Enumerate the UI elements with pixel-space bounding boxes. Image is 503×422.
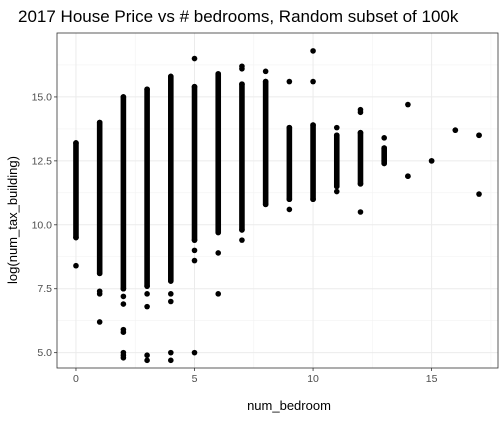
data-point	[144, 291, 150, 297]
data-point	[120, 354, 127, 361]
data-point	[239, 81, 245, 87]
data-point	[286, 206, 293, 213]
y-tick-label: 12.5	[32, 155, 53, 167]
data-point	[191, 349, 198, 356]
data-point	[239, 237, 245, 243]
data-point	[310, 196, 316, 203]
data-point	[286, 124, 293, 131]
data-point	[452, 127, 459, 133]
data-point	[191, 237, 198, 243]
data-point	[310, 78, 316, 85]
y-tick-label: 7.5	[37, 283, 52, 295]
data-point	[73, 262, 79, 269]
data-point	[476, 191, 482, 197]
data-point	[120, 301, 127, 307]
data-point	[333, 183, 340, 190]
data-point	[476, 132, 482, 139]
data-point	[310, 48, 316, 54]
data-point	[73, 234, 79, 241]
data-point	[96, 319, 103, 325]
data-point	[215, 250, 222, 256]
data-point	[357, 129, 364, 136]
chart-title: 2017 House Price vs # bedrooms, Random s…	[18, 7, 459, 26]
data-point	[286, 196, 293, 203]
data-point	[357, 181, 364, 187]
data-point	[239, 66, 245, 72]
y-tick-label: 5.0	[37, 347, 52, 359]
data-point	[191, 257, 198, 264]
data-point	[381, 158, 387, 164]
data-point	[144, 86, 150, 93]
x-tick-label: 15	[426, 373, 438, 385]
data-point	[144, 283, 150, 289]
x-tick-label: 0	[73, 373, 79, 385]
data-point	[310, 122, 316, 128]
data-point	[333, 124, 340, 131]
data-point	[215, 229, 222, 236]
data-point	[405, 101, 411, 108]
data-point	[333, 132, 340, 139]
data-point	[168, 349, 174, 356]
data-point	[96, 270, 103, 277]
data-point	[381, 145, 387, 151]
y-tick-label: 15.0	[32, 91, 53, 103]
data-point	[286, 78, 293, 85]
data-point	[428, 158, 435, 164]
data-point	[333, 188, 340, 195]
data-points	[73, 48, 482, 364]
data-point	[144, 303, 150, 310]
data-point	[262, 78, 269, 85]
data-point	[120, 94, 127, 100]
x-axis-label: num_bedroom	[247, 398, 331, 413]
data-point	[191, 83, 198, 90]
data-point	[168, 278, 174, 284]
y-tick-label: 10.0	[32, 219, 53, 231]
data-point	[168, 73, 174, 80]
y-axis-label: log(num_tax_building)	[5, 156, 20, 284]
data-point	[262, 201, 269, 208]
data-point	[191, 55, 198, 62]
data-point	[262, 68, 269, 75]
axis-ticks: 0 5 10 15 5.0 7.5 10.0 12.5 15.0	[32, 91, 438, 385]
data-point	[405, 173, 411, 180]
x-tick-label: 10	[307, 373, 319, 385]
data-point	[357, 209, 364, 215]
data-point	[239, 227, 245, 233]
x-tick-label: 5	[192, 373, 198, 385]
data-point	[144, 357, 150, 364]
data-point	[120, 293, 127, 300]
data-point	[73, 140, 79, 146]
data-point	[168, 291, 174, 297]
data-point	[168, 357, 174, 364]
data-point	[168, 298, 174, 305]
data-point	[381, 135, 387, 141]
data-point	[357, 109, 364, 116]
data-point	[215, 71, 222, 77]
data-point	[215, 291, 222, 297]
data-point	[96, 291, 103, 297]
data-point	[144, 352, 150, 359]
data-point	[96, 119, 103, 126]
plot-panel-border	[56, 32, 499, 369]
data-point	[120, 329, 127, 335]
data-point	[120, 285, 127, 292]
data-point	[191, 247, 198, 254]
